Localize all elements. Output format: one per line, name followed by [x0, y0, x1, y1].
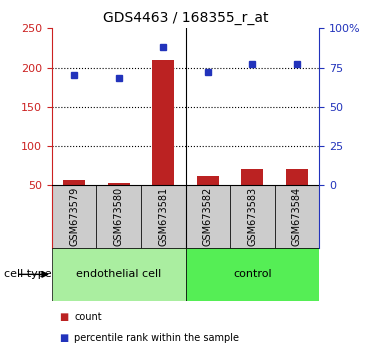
Text: GSM673581: GSM673581 — [158, 187, 168, 246]
Bar — [52, 185, 96, 248]
Bar — [275, 185, 319, 248]
Bar — [96, 185, 141, 248]
Text: count: count — [74, 312, 102, 322]
Text: GDS4463 / 168355_r_at: GDS4463 / 168355_r_at — [103, 11, 268, 25]
Bar — [286, 170, 308, 185]
Text: control: control — [233, 269, 272, 279]
Text: cell type: cell type — [4, 269, 51, 279]
Bar — [197, 176, 219, 185]
Text: GSM673580: GSM673580 — [114, 187, 124, 246]
Bar — [186, 185, 230, 248]
Bar — [52, 248, 186, 301]
Text: ■: ■ — [59, 333, 69, 343]
Bar — [108, 183, 130, 185]
Text: GSM673584: GSM673584 — [292, 187, 302, 246]
Bar — [241, 170, 263, 185]
Bar — [152, 60, 174, 185]
Text: GSM673579: GSM673579 — [69, 187, 79, 246]
Text: ■: ■ — [59, 312, 69, 322]
Text: GSM673582: GSM673582 — [203, 187, 213, 246]
Bar — [230, 185, 275, 248]
Bar — [63, 179, 85, 185]
Bar — [186, 248, 319, 301]
Text: endothelial cell: endothelial cell — [76, 269, 161, 279]
Text: percentile rank within the sample: percentile rank within the sample — [74, 333, 239, 343]
Text: GSM673583: GSM673583 — [247, 187, 257, 246]
Bar — [141, 185, 186, 248]
